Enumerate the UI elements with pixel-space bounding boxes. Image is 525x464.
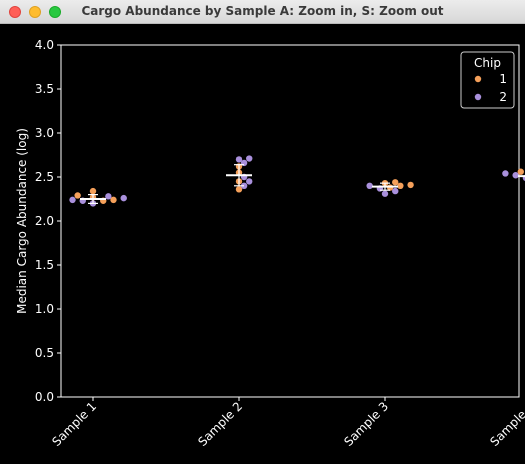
data-point (366, 182, 373, 189)
data-point (397, 182, 404, 189)
data-point (246, 178, 253, 185)
y-tick-label: 1.5 (35, 258, 54, 272)
maximize-window-button[interactable] (49, 6, 61, 18)
legend-marker (474, 93, 482, 101)
y-tick-label: 2.0 (35, 214, 54, 228)
legend-title: Chip (474, 56, 501, 70)
data-point (74, 192, 81, 199)
y-tick-label: 1.0 (35, 302, 54, 316)
data-point (407, 181, 414, 189)
window-title: Cargo Abundance by Sample A: Zoom in, S:… (81, 4, 444, 18)
data-point (120, 194, 127, 202)
data-point (89, 187, 97, 195)
data-point (246, 155, 253, 162)
minimize-window-button[interactable] (29, 6, 41, 18)
data-point (381, 190, 389, 197)
x-tick-label: Sample 3 (341, 399, 391, 449)
data-point (240, 182, 248, 189)
plot-area[interactable]: 0.0 0.5 1.0 1.5 2.0 2.5 3.0 3.5 4.0 Sample 1 Sampl… (0, 24, 525, 464)
mean-markers (80, 164, 525, 204)
data-point (517, 168, 524, 175)
legend-box (460, 51, 515, 109)
data-point (502, 170, 509, 177)
legend-entry-label: 2 (499, 90, 507, 104)
legend-entry-label: 1 (499, 72, 507, 86)
data-point (392, 179, 399, 186)
data-point (105, 193, 112, 200)
strip-chart[interactable]: 0.0 0.5 1.0 1.5 2.0 2.5 3.0 3.5 4.0 Sample 1 Sampl… (0, 24, 525, 464)
legend-marker (474, 75, 482, 83)
y-tick-label: 0.0 (35, 390, 54, 404)
x-tick-label: Sample 1 (49, 399, 99, 449)
close-window-button[interactable] (9, 6, 21, 18)
data-point (235, 156, 243, 163)
title-bar[interactable]: Cargo Abundance by Sample A: Zoom in, S:… (0, 0, 525, 24)
data-point (512, 172, 519, 179)
y-tick-label: 2.5 (35, 170, 54, 184)
y-tick-label: 3.0 (35, 126, 54, 140)
axes: 0.0 0.5 1.0 1.5 2.0 2.5 3.0 3.5 4.0 Sample 1 Sampl… (35, 38, 525, 449)
y-tick-label: 3.5 (35, 82, 54, 96)
data-point (110, 196, 117, 204)
data-point (235, 186, 243, 193)
legend: Chip 1 2 (460, 51, 515, 109)
data-point (69, 196, 76, 204)
x-tick-label: Sample 2 (195, 399, 245, 449)
y-tick-label: 0.5 (35, 346, 54, 360)
y-tick-label: 4.0 (35, 38, 54, 52)
y-axis-label: Median Cargo Abundance (log) (15, 128, 29, 314)
data-point (392, 187, 399, 195)
x-tick-label: Sample 4 (487, 399, 525, 449)
data-points (69, 155, 525, 207)
plot-frame (60, 44, 520, 398)
